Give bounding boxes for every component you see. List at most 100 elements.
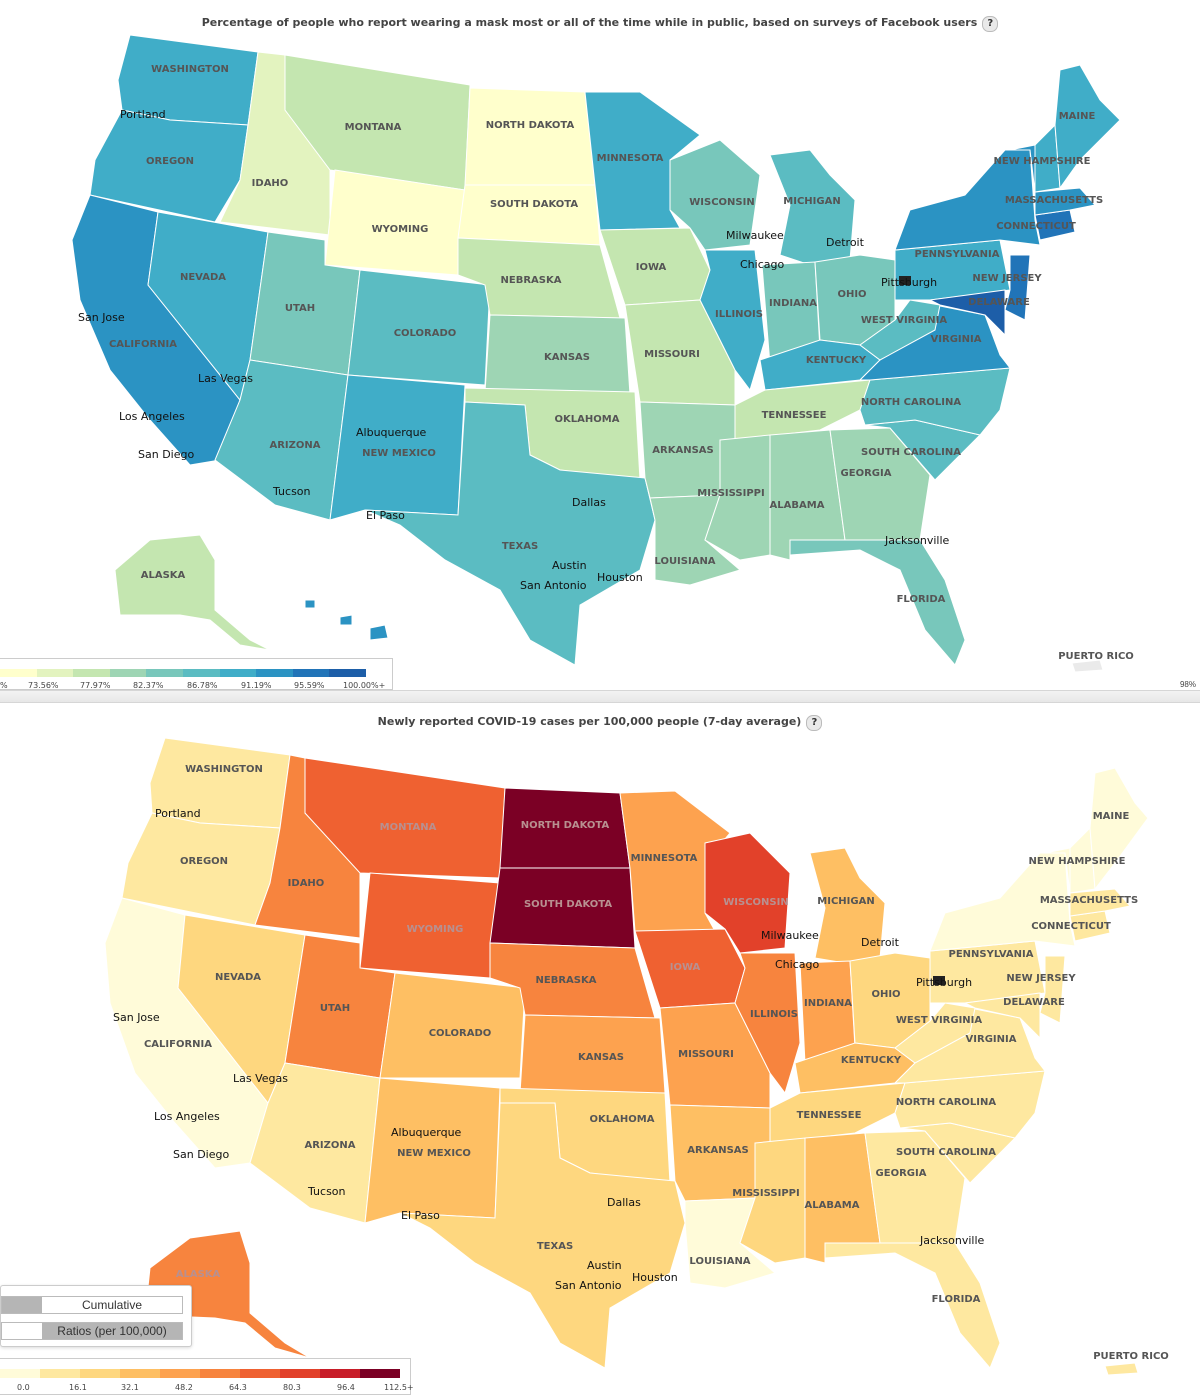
cases-city-san-antonio: San Antonio: [555, 1279, 622, 1292]
mask-label-oklahoma: OKLAHOMA: [555, 414, 620, 425]
cases-label-alaska: ALASKA: [176, 1269, 221, 1280]
cases-city-detroit: Detroit: [861, 936, 900, 949]
mask-label-nevada: NEVADA: [180, 272, 226, 283]
cases-label-texas: TEXAS: [537, 1241, 573, 1252]
mask-state-new-york[interactable]: [894, 149, 1041, 251]
cases-label-south-carolina: SOUTH CAROLINA: [896, 1147, 996, 1158]
cases-state-delaware-maryland[interactable]: [963, 992, 1041, 1040]
mask-legend-bar: [0, 669, 366, 677]
mask-state-delaware-maryland[interactable]: [928, 289, 1006, 337]
cases-state-montana[interactable]: [304, 757, 506, 879]
mask-legend-swatch-8: [292, 669, 330, 677]
mask-legend-swatch-2: [73, 669, 110, 677]
cases-state-maine[interactable]: [1089, 767, 1149, 891]
cases-label-new-hampshire: NEW HAMPSHIRE: [1029, 856, 1126, 867]
mask-label-arkansas: ARKANSAS: [652, 445, 713, 456]
mask-help-icon[interactable]: ?: [982, 16, 999, 32]
cases-state-puerto-rico[interactable]: [1104, 1362, 1139, 1376]
mask-map-svg: WASHINGTON OREGON IDAHO MONTANA NORTH DA…: [71, 34, 1134, 673]
cases-label-wisconsin: WISCONSIN: [723, 897, 788, 908]
cumulative-button[interactable]: Cumulative: [1, 1296, 183, 1314]
mask-state-hawaii-3[interactable]: [369, 624, 389, 641]
mask-state-north-dakota[interactable]: [464, 87, 596, 186]
mask-state-massachusetts[interactable]: [1034, 187, 1096, 216]
mask-state-south-dakota[interactable]: [457, 184, 601, 246]
cases-city-austin: Austin: [587, 1259, 622, 1272]
mask-state-oregon[interactable]: [89, 109, 249, 223]
cases-state-florida[interactable]: [824, 1242, 1001, 1369]
cases-label-south-dakota: SOUTH DAKOTA: [524, 899, 612, 910]
cases-label-west-virginia: WEST VIRGINIA: [896, 1015, 983, 1026]
cases-city-pittsburgh: Pittsburgh: [916, 976, 972, 989]
mask-legend-tick-3: 82.37%: [133, 681, 164, 690]
cases-label-iowa: IOWA: [670, 962, 701, 973]
cases-state-illinois[interactable]: [734, 952, 801, 1095]
mask-label-new-hampshire: NEW HAMPSHIRE: [994, 156, 1091, 167]
cases-state-new-york[interactable]: [929, 852, 1076, 952]
mask-legend-tick-7: 100.00%+: [343, 681, 386, 690]
mask-label-delaware: DELAWARE: [968, 297, 1030, 308]
cases-label-illinois: ILLINOIS: [750, 1009, 798, 1020]
mask-state-illinois[interactable]: [699, 249, 766, 392]
mask-state-wisconsin[interactable]: [669, 139, 761, 251]
cases-state-wisconsin[interactable]: [704, 832, 791, 954]
cases-city-milwaukee: Milwaukee: [761, 929, 819, 942]
mask-city-jacksonville: Jacksonville: [884, 534, 950, 547]
cases-label-connecticut: CONNECTICUT: [1031, 921, 1111, 932]
mask-state-alaska[interactable]: [114, 534, 271, 651]
ratios-button[interactable]: Ratios (per 100,000): [1, 1322, 183, 1340]
cases-city-houston: Houston: [632, 1271, 678, 1284]
mask-legend: % 73.56% 77.97% 82.37% 86.78% 91.19% 95.…: [0, 658, 393, 690]
mask-city-pittsburgh: Pittsburgh: [881, 276, 937, 289]
cases-label-georgia: GEORGIA: [876, 1168, 927, 1179]
mask-state-florida[interactable]: [789, 539, 966, 666]
mask-state-missouri[interactable]: [624, 299, 736, 406]
cases-state-colorado[interactable]: [379, 972, 526, 1079]
mask-label-puerto-rico: PUERTO RICO: [1058, 651, 1134, 662]
mask-state-georgia[interactable]: [829, 427, 931, 541]
cases-legend-swatch-4: [160, 1369, 200, 1378]
cases-legend-swatch-7: [280, 1369, 320, 1378]
cases-state-massachusetts[interactable]: [1069, 888, 1131, 917]
mask-label-mississippi: MISSISSIPPI: [697, 488, 764, 499]
cases-label-washington: WASHINGTON: [185, 764, 263, 775]
mask-city-el-paso: El Paso: [366, 509, 405, 522]
mask-state-new-jersey[interactable]: [1004, 254, 1031, 321]
cases-legend-tick-4: 64.3: [229, 1383, 247, 1392]
mask-label-washington: WASHINGTON: [151, 64, 229, 75]
cases-label-north-dakota: NORTH DAKOTA: [521, 820, 610, 831]
cases-label-nevada: NEVADA: [215, 972, 261, 983]
cases-label-maine: MAINE: [1093, 811, 1130, 822]
mask-label-nebraska: NEBRASKA: [501, 275, 562, 286]
mask-legend-swatch-6: [219, 669, 257, 677]
mask-state-hawaii-2[interactable]: [339, 614, 353, 626]
mask-label-florida: FLORIDA: [897, 594, 946, 605]
mask-label-south-dakota: SOUTH DAKOTA: [490, 199, 578, 210]
mask-label-colorado: COLORADO: [394, 328, 457, 339]
mask-city-detroit: Detroit: [826, 236, 865, 249]
cases-help-icon[interactable]: ?: [806, 715, 823, 731]
cases-state-new-jersey[interactable]: [1039, 955, 1066, 1024]
cases-label-alabama: ALABAMA: [805, 1200, 860, 1211]
mask-city-milwaukee: Milwaukee: [726, 229, 784, 242]
mask-state-puerto-rico[interactable]: [1071, 659, 1104, 673]
cases-state-texas[interactable]: [399, 1102, 686, 1369]
cases-state-georgia[interactable]: [864, 1130, 966, 1244]
mask-label-georgia: GEORGIA: [841, 468, 892, 479]
cases-state-alaska[interactable]: [144, 1230, 311, 1359]
cases-state-missouri[interactable]: [659, 1002, 771, 1109]
cases-label-virginia: VIRGINIA: [966, 1034, 1017, 1045]
mask-legend-swatch-1: [36, 669, 74, 677]
cases-label-florida: FLORIDA: [932, 1294, 981, 1305]
mask-state-texas[interactable]: [364, 401, 656, 666]
mask-label-wyoming: WYOMING: [372, 224, 429, 235]
cases-legend-swatch-8: [320, 1369, 360, 1378]
mask-legend-tick-0: %: [0, 681, 8, 690]
mask-state-hawaii[interactable]: [304, 599, 316, 609]
mask-label-alabama: ALABAMA: [770, 500, 825, 511]
cases-map-panel: Newly reported COVID-19 cases per 100,00…: [0, 703, 1200, 1395]
mask-label-connecticut: CONNECTICUT: [996, 221, 1076, 232]
mask-state-labels: WASHINGTON OREGON IDAHO MONTANA NORTH DA…: [109, 64, 1134, 662]
mask-label-tennessee: TENNESSEE: [762, 410, 827, 421]
mask-state-maine[interactable]: [1054, 64, 1121, 190]
